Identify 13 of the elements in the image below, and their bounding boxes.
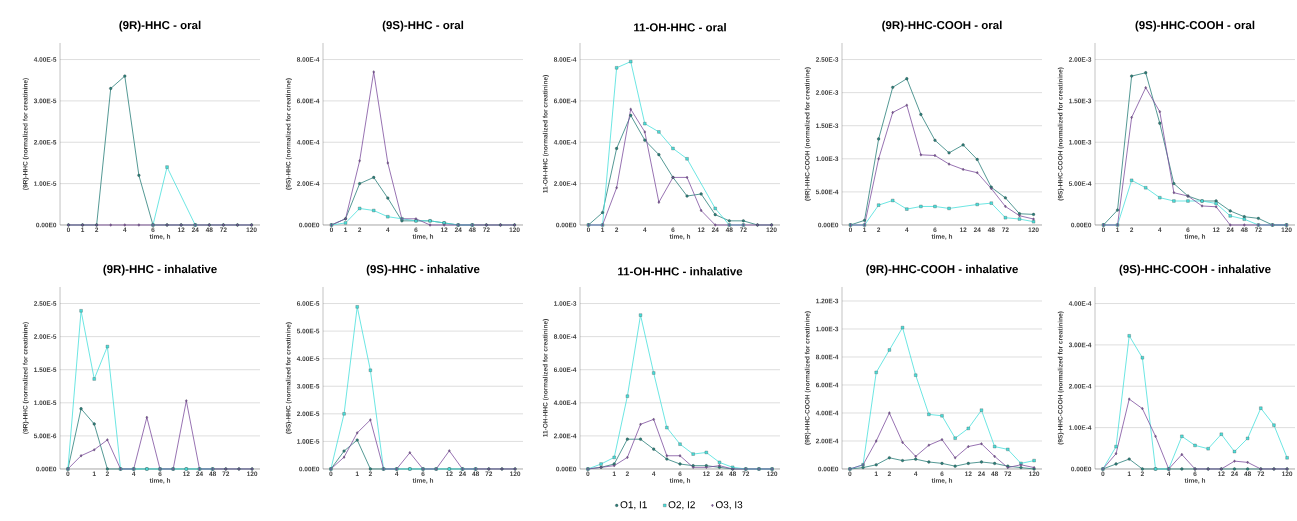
- legend-label: O1, I1: [620, 501, 647, 510]
- chart-title: (9S)-HHC - oral: [382, 20, 464, 32]
- chart-title: (9S)-HHC-COOH - inhalative: [1119, 264, 1271, 276]
- chart-title: (9R)-HHC-COOH - oral: [882, 20, 1002, 32]
- chart-title: (9R)-HHC-COOH - inhalative: [866, 264, 1018, 276]
- chart-title: 11-OH-HHC - inhalative: [618, 267, 743, 276]
- legend-label: O3, I3: [715, 501, 743, 510]
- chart-title: (9R)-HHC - inhalative: [103, 264, 217, 276]
- chart-title: (9R)-HHC - oral: [119, 20, 201, 32]
- chart-title: (9S)-HHC - inhalative: [366, 264, 480, 276]
- legend-label: O2, I2: [668, 501, 695, 510]
- chart-title: (9S)-HHC-COOH - oral: [1135, 20, 1255, 32]
- chart-title: 11-OH-HHC - oral: [634, 23, 726, 32]
